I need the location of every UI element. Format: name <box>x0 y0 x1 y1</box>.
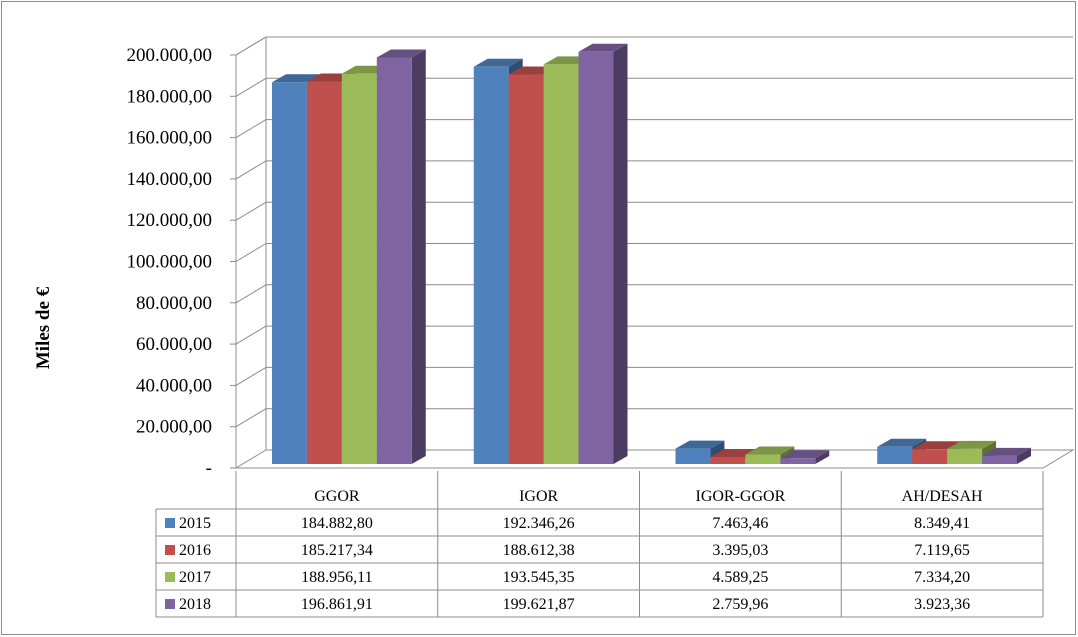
y-tick-label: 100.000,00 <box>127 252 213 273</box>
legend-swatch <box>165 518 175 528</box>
table-cell: 4.589,25 <box>712 569 768 586</box>
bar-front <box>376 57 412 464</box>
table-cell: 188.956,11 <box>301 569 372 586</box>
bar-top <box>877 438 927 447</box>
bar-2018-ah/desah <box>982 447 1031 464</box>
gridline-diagonal <box>235 284 267 304</box>
bar-side <box>815 450 830 464</box>
bar-top <box>272 74 321 83</box>
y-axis-label: Miles de € <box>33 286 54 369</box>
bar-front <box>508 74 544 464</box>
y-tick-label: 180.000,00 <box>127 86 213 107</box>
legend-label: 2018 <box>179 596 211 613</box>
bar-front <box>982 455 1017 464</box>
bar-top <box>780 450 830 459</box>
bar-2018-ggor <box>376 49 426 464</box>
table-header: GGOR <box>314 488 360 505</box>
data-table: GGOR IGOR IGOR-GGOR AH/DESAH 2015 184.882,80 1… <box>155 471 1044 618</box>
gridline-diagonal <box>235 243 267 262</box>
bar-front <box>543 64 579 464</box>
y-tick-label: 120.000,00 <box>127 210 213 231</box>
table-cell: 184.882,80 <box>301 515 373 532</box>
bar-top <box>982 447 1031 456</box>
table-cell: 7.334,20 <box>914 569 970 586</box>
y-tick-label: 40.000,00 <box>136 375 212 396</box>
gridline-diagonal <box>235 160 267 180</box>
table-cell: 193.545,35 <box>503 569 575 586</box>
bar-front <box>745 454 781 464</box>
legend-swatch <box>165 545 175 555</box>
legend-label: 2015 <box>179 515 211 532</box>
y-tick-label: 140.000,00 <box>127 169 213 190</box>
y-tick-label: 60.000,00 <box>136 334 212 355</box>
legend-swatch <box>165 599 175 609</box>
table-cell: 199.621,87 <box>503 596 575 613</box>
table-cell: 8.349,41 <box>914 515 970 532</box>
table-header: IGOR <box>519 488 558 505</box>
gridline-diagonal <box>235 201 267 221</box>
bar-top <box>912 441 962 450</box>
bar-2018-igor-ggor <box>780 450 830 464</box>
y-tick-label: 160.000,00 <box>127 128 213 149</box>
bar-top <box>473 58 523 67</box>
table-cell: 3.923,36 <box>914 596 970 613</box>
y-axis-ticks: - 20.000,00 40.000,00 60.000,00 80.000,00 100… <box>127 45 236 479</box>
y-tick-label: 200.000,00 <box>127 45 213 66</box>
y-tick-label: 80.000,00 <box>136 293 212 314</box>
bar-2015-igor-ggor <box>675 440 725 464</box>
bar-front <box>947 448 983 464</box>
bar-2017-ah/desah <box>947 440 997 464</box>
bar-2018-igor <box>578 43 628 465</box>
bar-front <box>675 448 711 464</box>
gridline-diagonal <box>235 408 267 428</box>
bar-front <box>710 456 746 464</box>
table-cell: 185.217,34 <box>301 542 373 559</box>
legend-label: 2016 <box>179 542 211 559</box>
gridline-diagonal <box>235 366 267 386</box>
table-cell: 192.346,26 <box>503 515 575 532</box>
table-cell: 2.759,96 <box>712 596 768 613</box>
bar-top <box>947 440 997 449</box>
gridline-diagonal <box>235 119 267 139</box>
bar-top <box>578 43 628 52</box>
table-cell: 196.861,91 <box>301 596 373 613</box>
bar-front <box>341 73 377 464</box>
table-cell: 7.463,46 <box>712 515 768 532</box>
y-tick-label: - <box>206 458 212 479</box>
table-header: AH/DESAH <box>902 488 983 505</box>
bar-front <box>877 446 913 464</box>
chart-floor <box>234 449 1075 469</box>
table-header: IGOR-GGOR <box>695 488 785 505</box>
bar-front <box>780 458 816 464</box>
legend-label: 2017 <box>179 569 211 586</box>
bar-front <box>578 51 614 465</box>
table-cell: 7.119,65 <box>914 542 969 559</box>
table-cell: 3.395,03 <box>712 542 768 559</box>
bar-front <box>272 82 307 465</box>
y-tick-label: 20.000,00 <box>136 417 212 438</box>
bar-front <box>912 449 948 464</box>
bar-series <box>272 43 1031 465</box>
table-cell: 188.612,38 <box>503 542 575 559</box>
gridline-diagonal <box>235 36 267 56</box>
bar-side <box>411 49 426 464</box>
bar-side <box>613 43 628 465</box>
bar-top <box>675 440 725 449</box>
legend-swatch <box>165 572 175 582</box>
gridline-diagonal <box>235 77 267 97</box>
bar-front <box>306 81 342 465</box>
gridline-diagonal <box>235 325 267 345</box>
bar-side <box>1017 447 1031 464</box>
bar-top <box>376 49 426 58</box>
bar-top <box>745 446 795 455</box>
bar-front <box>473 66 509 465</box>
